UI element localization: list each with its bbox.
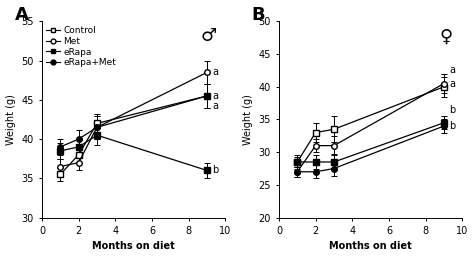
Text: B: B	[251, 6, 265, 24]
Text: b: b	[449, 105, 456, 115]
Text: a: a	[449, 66, 456, 75]
Text: a: a	[212, 101, 219, 111]
Text: b: b	[212, 166, 219, 176]
X-axis label: Months on diet: Months on diet	[92, 241, 175, 251]
Text: a: a	[449, 78, 456, 88]
Legend: Control, Met, eRapa, eRapa+Met: Control, Met, eRapa, eRapa+Met	[45, 24, 118, 69]
Text: b: b	[449, 121, 456, 131]
Text: ♂: ♂	[201, 27, 217, 45]
Text: a: a	[212, 67, 219, 77]
Y-axis label: Weight (g): Weight (g)	[243, 94, 253, 145]
Y-axis label: Weight (g): Weight (g)	[6, 94, 16, 145]
Text: a: a	[212, 91, 219, 101]
Text: A: A	[14, 6, 28, 24]
Text: ♀: ♀	[439, 27, 452, 45]
X-axis label: Months on diet: Months on diet	[329, 241, 412, 251]
